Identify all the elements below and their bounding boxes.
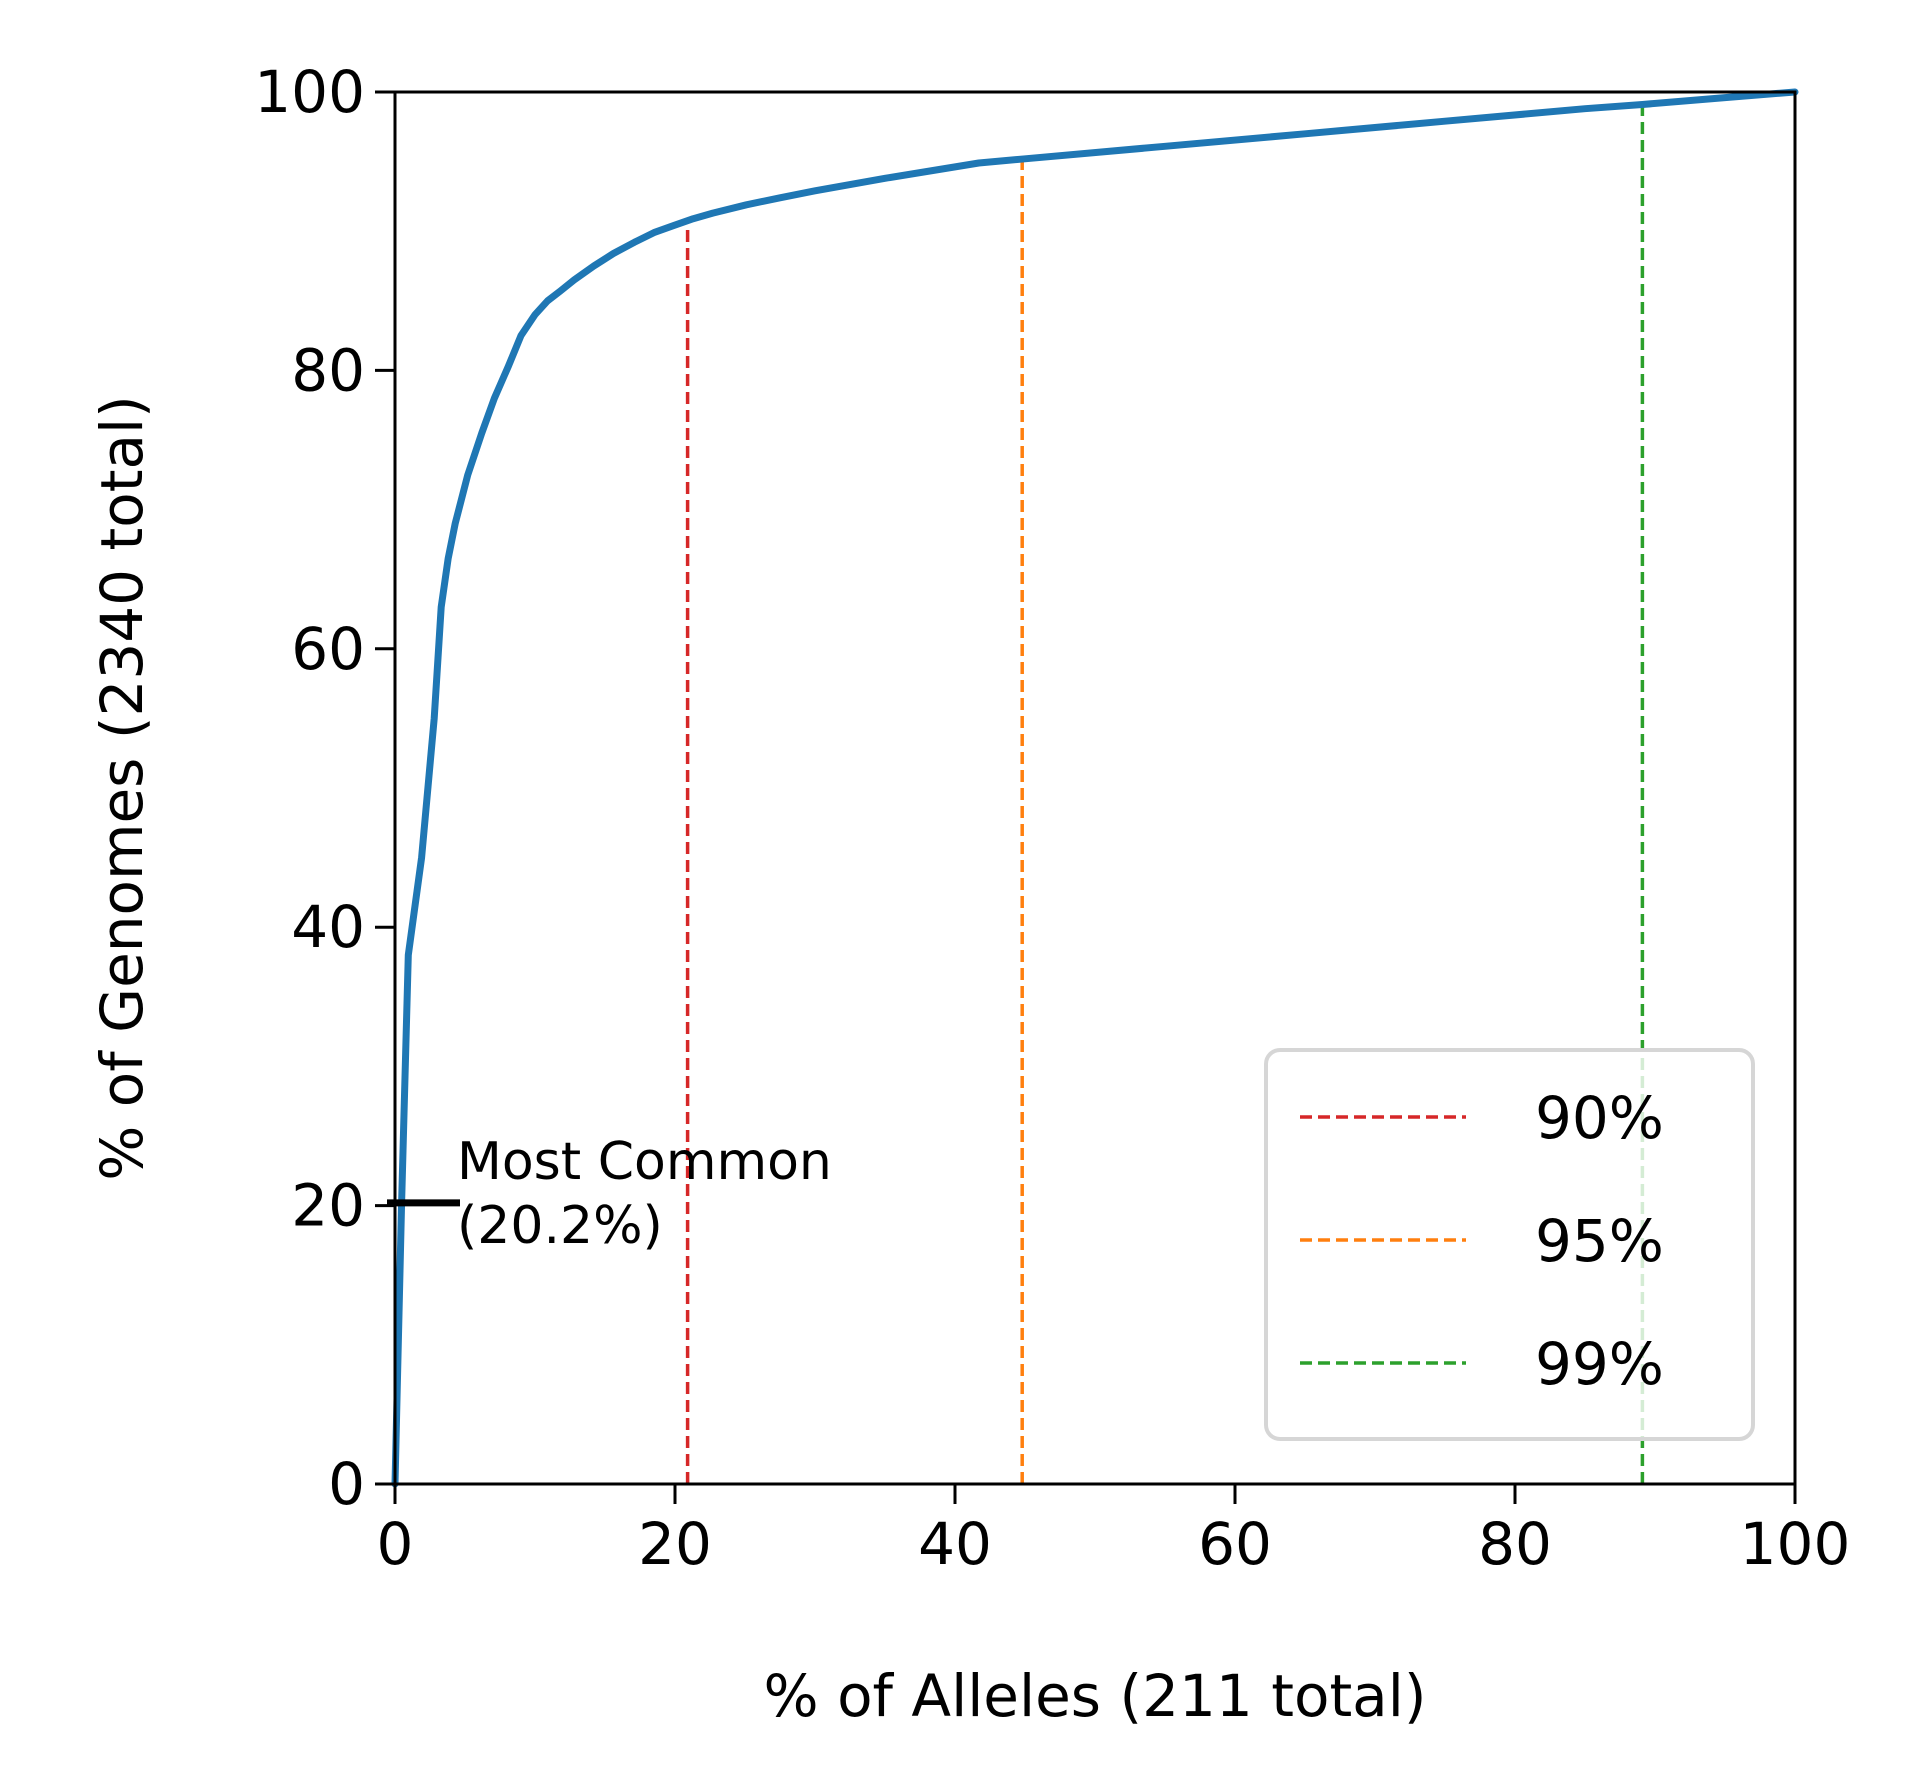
threshold-lines xyxy=(685,105,1645,1484)
series-lines xyxy=(391,88,1799,1488)
y-tick-label: 40 xyxy=(291,893,365,961)
y-axis-label: % of Genomes (2340 total) xyxy=(88,395,156,1181)
x-tick-label: 80 xyxy=(1478,1510,1552,1578)
legend-label: 90% xyxy=(1535,1084,1664,1152)
x-tick-label: 60 xyxy=(1198,1510,1272,1578)
y-tick-label: 0 xyxy=(328,1450,365,1518)
x-axis-label: % of Alleles (211 total) xyxy=(764,1662,1427,1730)
plot-frame xyxy=(393,90,1797,1486)
x-tick-label: 0 xyxy=(377,1510,414,1578)
y-tick-label: 80 xyxy=(291,336,365,404)
annotation-line-2: (20.2%) xyxy=(457,1196,663,1256)
series-line-1 xyxy=(391,88,1799,1488)
x-tick-label: 20 xyxy=(638,1510,712,1578)
legend: 90% 95% 99% xyxy=(1264,1048,1755,1441)
y-axis-ticks: 0 20 40 60 80 100 xyxy=(254,58,395,1518)
x-axis-ticks: 0 20 40 60 80 100 xyxy=(377,1484,1851,1578)
annotation-line-1: Most Common xyxy=(457,1132,832,1192)
legend-label: 95% xyxy=(1535,1207,1664,1275)
most-common-annotation: Most Common(20.2%) xyxy=(387,1132,832,1256)
y-tick-label: 20 xyxy=(291,1172,365,1240)
x-tick-label: 40 xyxy=(918,1510,992,1578)
legend-box xyxy=(1264,1048,1755,1441)
x-tick-label: 100 xyxy=(1740,1510,1851,1578)
y-tick-label: 60 xyxy=(291,615,365,683)
y-tick-label: 100 xyxy=(254,58,365,126)
legend-label: 99% xyxy=(1535,1330,1664,1398)
